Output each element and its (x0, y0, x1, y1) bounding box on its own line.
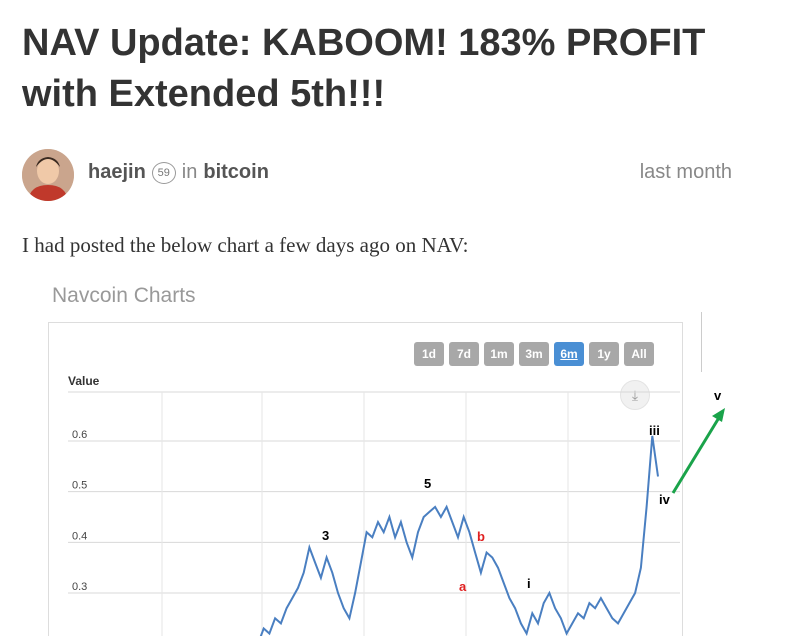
post-title: NAV Update: KABOOM! 183% PROFIT with Ext… (22, 22, 706, 115)
range-button-1y[interactable]: 1y (589, 342, 619, 366)
author-avatar[interactable] (22, 149, 74, 201)
author-line: haejin 59 in bitcoin (88, 161, 269, 184)
chart-image: Navcoin Charts 1d 7d 1m 3m 6m 1y All ⤓ V… (22, 266, 762, 636)
chart-screenshot: Navcoin Charts 1d 7d 1m 3m 6m 1y All ⤓ V… (22, 266, 762, 636)
projection-arrow-line (671, 415, 722, 494)
y-tick-label: 0.4 (72, 530, 87, 542)
wave-label-v: v (714, 388, 722, 403)
in-label: in (181, 161, 198, 183)
projection-arrow-head (712, 408, 725, 422)
intro-paragraph: I had posted the below chart a few days … (22, 233, 469, 257)
range-button-all[interactable]: All (624, 342, 654, 366)
post-time[interactable]: last month (639, 161, 732, 183)
range-button-6m[interactable]: 6m (554, 342, 584, 366)
y-tick-label: 0.5 (72, 480, 87, 492)
wave-label-5: 5 (424, 476, 431, 491)
wave-label-iv: iv (659, 492, 671, 507)
y-axis-title: Value (68, 374, 100, 388)
divider (701, 312, 702, 372)
wave-label-3: 3 (322, 528, 329, 543)
price-series-line (259, 435, 659, 636)
chart-frame (48, 322, 683, 636)
wave-label-b: b (477, 529, 485, 544)
wave-label-a: a (459, 579, 467, 594)
y-tick-label: 0.3 (72, 581, 87, 593)
chart-heading: Navcoin Charts (52, 284, 196, 307)
range-button-3m[interactable]: 3m (519, 342, 549, 366)
reputation-badge: 59 (151, 161, 176, 184)
range-button-7d[interactable]: 7d (449, 342, 479, 366)
category-link[interactable]: bitcoin (203, 161, 269, 183)
avatar-image (22, 149, 74, 201)
range-button-1d[interactable]: 1d (414, 342, 444, 366)
range-buttons: 1d 7d 1m 3m 6m 1y All (414, 342, 654, 366)
y-tick-label: 0.6 (72, 429, 87, 441)
author-name[interactable]: haejin (88, 161, 146, 183)
wave-label-i: i (527, 576, 531, 591)
download-icon[interactable]: ⤓ (620, 380, 650, 410)
wave-label-iii: iii (649, 423, 660, 438)
range-button-1m[interactable]: 1m (484, 342, 514, 366)
